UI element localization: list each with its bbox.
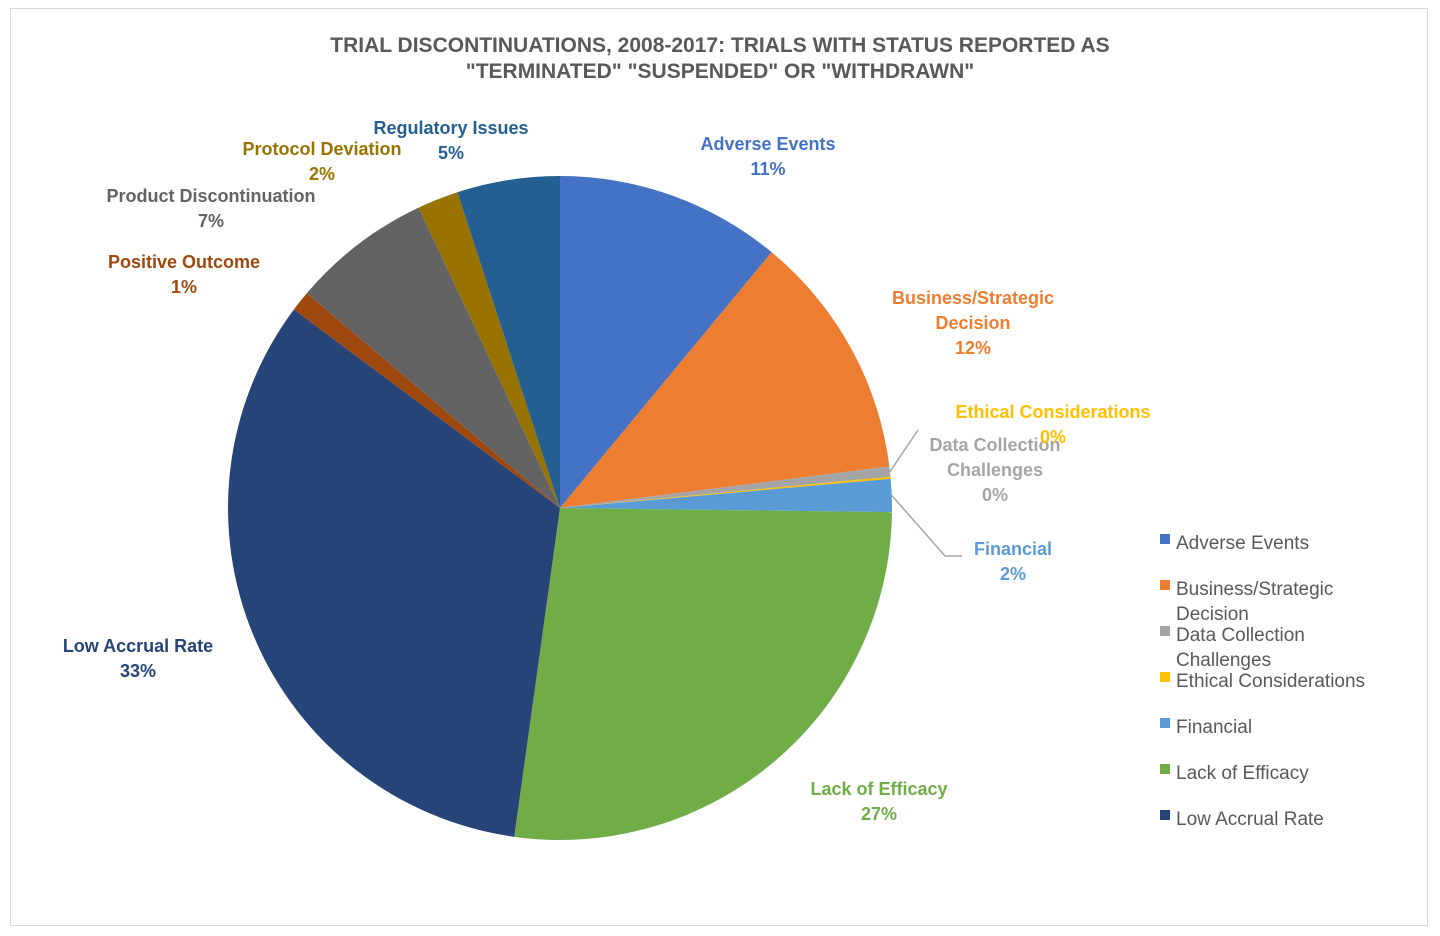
pie-slices: [228, 176, 892, 840]
legend-label: Business/Strategic Decision: [1176, 579, 1333, 625]
leader-line-financial: [891, 495, 962, 557]
legend-item-adverse-events: Adverse Events: [1160, 533, 1309, 554]
legend-label: Low Accrual Rate: [1176, 809, 1324, 830]
pie-slice-product-discontinuation: [306, 207, 560, 508]
pie-slice-protocol-deviation: [418, 192, 560, 508]
data-label-product-discontinuation: Product Discontinuation 7%: [107, 186, 316, 231]
legend-label: Adverse Events: [1176, 533, 1309, 554]
legend-swatch: [1160, 534, 1170, 544]
legend-item-financial: Financial: [1160, 717, 1252, 738]
legend-item-low-accrual-rate: Low Accrual Rate: [1160, 809, 1324, 830]
data-label-business-strategic-decision: Business/Strategic Decision 12%: [892, 288, 1054, 358]
legend-swatch: [1160, 764, 1170, 774]
chart-title: TRIAL DISCONTINUATIONS, 2008-2017: TRIAL…: [0, 33, 1440, 85]
legend-swatch: [1160, 810, 1170, 820]
data-labels: Adverse Events 11% Business/Strategic Decis…: [63, 118, 1151, 824]
data-label-adverse-events: Adverse Events 11%: [700, 134, 835, 179]
chart-title-line-2: "TERMINATED" "SUSPENDED" OR "WITHDRAWN": [465, 60, 975, 83]
pie-slice-ethical-considerations: [560, 476, 891, 508]
pie-slice-adverse-events: [560, 176, 772, 508]
legend-label: Ethical Considerations: [1176, 671, 1365, 692]
chart-legend: Adverse Events Business/Strategic Decision…: [1160, 533, 1365, 830]
pie-slice-financial: [560, 478, 892, 513]
leader-line-data-collection-challenges: [889, 429, 919, 473]
legend-swatch: [1160, 718, 1170, 728]
pie-slice-low-accrual-rate: [228, 309, 561, 837]
data-label-protocol-deviation: Protocol Deviation 2%: [242, 139, 401, 184]
data-label-ethical-considerations: Ethical Considerations 0%: [955, 402, 1150, 447]
data-label-regulatory-issues: Regulatory Issues 5%: [373, 118, 528, 163]
legend-item-ethical-considerations: Ethical Considerations: [1160, 671, 1365, 692]
chart-title-line-1: TRIAL DISCONTINUATIONS, 2008-2017: TRIAL…: [330, 34, 1110, 57]
legend-label: Lack of Efficacy: [1176, 763, 1309, 784]
data-label-data-collection-challenges: Data Collection Challenges 0%: [929, 435, 1060, 505]
pie-slice-business-strategic-decision: [560, 252, 890, 508]
legend-label: Data Collection Challenges: [1176, 625, 1305, 671]
data-label-lack-of-efficacy: Lack of Efficacy 27%: [810, 779, 947, 824]
pie-slice-positive-outcome: [293, 293, 560, 508]
data-label-positive-outcome: Positive Outcome 1%: [108, 252, 260, 297]
legend-item-business-strategic-decision: Business/Strategic Decision: [1160, 579, 1333, 625]
legend-label: Financial: [1176, 717, 1252, 738]
legend-item-data-collection-challenges: Data Collection Challenges: [1160, 625, 1305, 671]
data-label-financial: Financial 2%: [974, 539, 1052, 584]
pie-slice-data-collection-challenges: [560, 466, 891, 508]
pie-slice-regulatory-issues: [457, 176, 560, 508]
legend-swatch: [1160, 626, 1170, 636]
pie-slice-lack-of-efficacy: [514, 508, 892, 840]
legend-swatch: [1160, 580, 1170, 590]
data-label-low-accrual-rate: Low Accrual Rate 33%: [63, 636, 213, 681]
legend-swatch: [1160, 672, 1170, 682]
legend-item-lack-of-efficacy: Lack of Efficacy: [1160, 763, 1309, 784]
leader-lines: [889, 429, 962, 557]
